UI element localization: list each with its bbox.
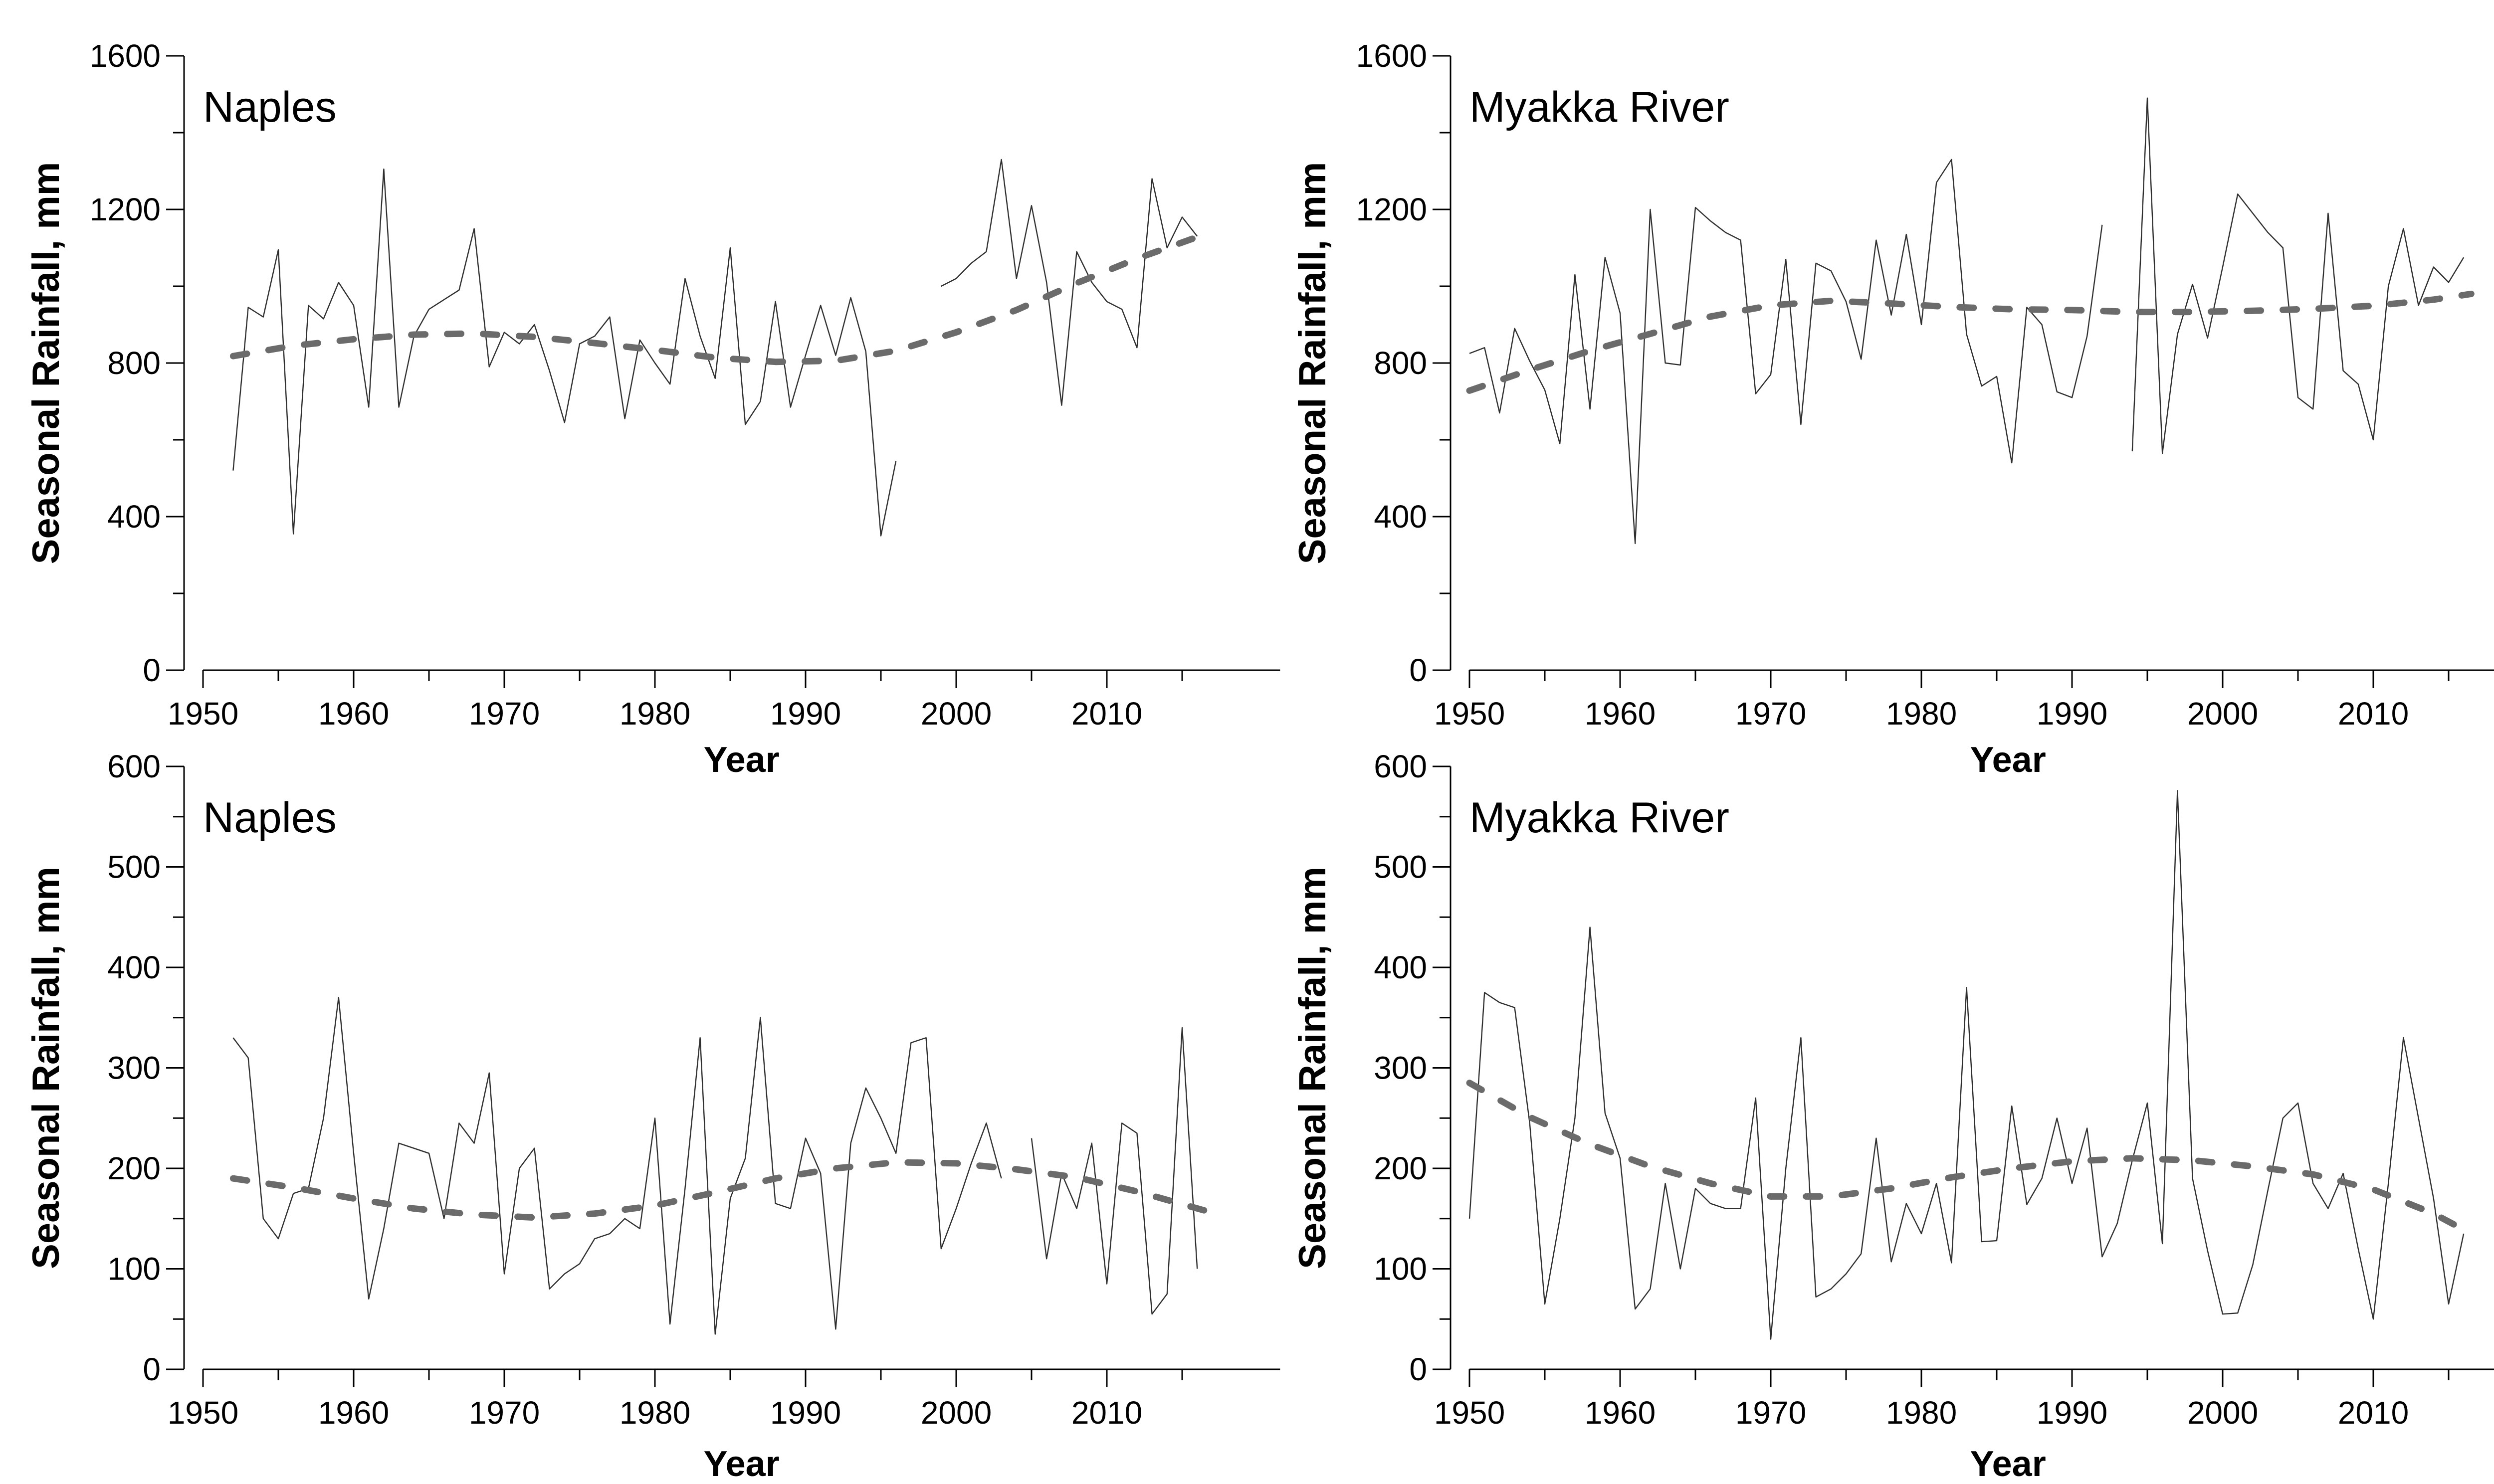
panel-title: Myakka River bbox=[1469, 794, 1729, 842]
y-tick-label: 0 bbox=[143, 652, 161, 688]
y-tick-label: 100 bbox=[1374, 1251, 1427, 1287]
y-tick-label: 500 bbox=[1374, 849, 1427, 885]
x-tick-label: 1970 bbox=[469, 696, 540, 732]
y-tick-label: 400 bbox=[107, 499, 161, 535]
panel-naples-lower: 0 100 200 300 400 500 600 1950 1960 1970 1980 1990 2… bbox=[25, 748, 1280, 1484]
y-tick-label: 200 bbox=[107, 1150, 161, 1186]
y-tick-label: 1200 bbox=[90, 191, 161, 227]
annual-line bbox=[1469, 97, 2465, 545]
x-tick-label: 1950 bbox=[168, 1395, 238, 1431]
x-tick-label: 2000 bbox=[921, 696, 992, 732]
y-tick-label: 600 bbox=[107, 748, 161, 784]
x-tick-label: 1980 bbox=[1886, 696, 1957, 732]
x-tick-label: 1960 bbox=[318, 696, 389, 732]
y-axis-label: Seasonal Rainfall, mm bbox=[25, 867, 67, 1269]
y-tick-label: 0 bbox=[143, 1351, 161, 1387]
x-tick-label: 1980 bbox=[1886, 1395, 1957, 1431]
y-axis-label: Seasonal Rainfall, mm bbox=[25, 162, 67, 564]
x-tick-label: 2010 bbox=[2338, 1395, 2409, 1431]
panel-naples-upper: 0 400 800 1200 1600 1950 1960 1970 1980 1990 2000 2… bbox=[25, 38, 1280, 780]
y-tick-label: 500 bbox=[107, 849, 161, 885]
y-tick-label: 800 bbox=[1374, 345, 1427, 381]
x-tick-label: 1980 bbox=[620, 696, 690, 732]
x-axis-label: Year bbox=[704, 740, 780, 780]
y-tick-label: 1600 bbox=[90, 38, 161, 74]
y-tick-label: 400 bbox=[1374, 949, 1427, 985]
trend-line bbox=[1466, 290, 2475, 394]
y-tick-label: 600 bbox=[1374, 748, 1427, 784]
x-tick-label: 1980 bbox=[620, 1395, 690, 1431]
y-tick-label: 1600 bbox=[1356, 38, 1427, 74]
x-tick-label: 1990 bbox=[2037, 1395, 2107, 1431]
y-tick-label: 0 bbox=[1409, 652, 1427, 688]
y-tick-label: 200 bbox=[1374, 1150, 1427, 1186]
x-tick-label: 1950 bbox=[168, 696, 238, 732]
x-tick-label: 1950 bbox=[1434, 1395, 1505, 1431]
annual-line bbox=[232, 159, 1198, 537]
trend-line bbox=[1466, 1080, 2475, 1237]
x-tick-label: 1970 bbox=[1735, 1395, 1806, 1431]
y-tick-label: 1200 bbox=[1356, 191, 1427, 227]
annual-line bbox=[1468, 790, 2465, 1340]
panel-myakka-lower: 0 100 200 300 400 500 600 1950 1960 1970 1980 1990 2… bbox=[1291, 748, 2494, 1484]
x-axis-label: Year bbox=[704, 1444, 780, 1484]
y-axis-label: Seasonal Rainfall, mm bbox=[1291, 867, 1334, 1269]
x-tick-label: 2010 bbox=[1071, 1395, 1142, 1431]
y-tick-label: 0 bbox=[1409, 1351, 1427, 1387]
annual-line bbox=[232, 997, 1198, 1335]
y-tick-label: 300 bbox=[107, 1050, 161, 1086]
x-tick-label: 1960 bbox=[1585, 1395, 1656, 1431]
panel-title: Naples bbox=[203, 794, 337, 842]
x-tick-label: 1950 bbox=[1434, 696, 1505, 732]
y-axis-label: Seasonal Rainfall, mm bbox=[1291, 162, 1334, 564]
x-tick-label: 2000 bbox=[921, 1395, 992, 1431]
y-tick-label: 400 bbox=[1374, 499, 1427, 535]
panel-myakka-upper: 0 400 800 1200 1600 1950 1960 1970 1980 1990 2000 2… bbox=[1291, 38, 2494, 780]
x-tick-label: 2000 bbox=[2187, 1395, 2258, 1431]
y-tick-label: 300 bbox=[1374, 1050, 1427, 1086]
x-tick-label: 1960 bbox=[318, 1395, 389, 1431]
x-tick-label: 1990 bbox=[770, 1395, 841, 1431]
x-axis-label: Year bbox=[1970, 740, 2046, 780]
x-tick-label: 1970 bbox=[469, 1395, 540, 1431]
x-tick-label: 2010 bbox=[2338, 696, 2409, 732]
panel-title: Naples bbox=[203, 83, 337, 131]
x-tick-label: 2000 bbox=[2187, 696, 2258, 732]
x-tick-label: 1990 bbox=[2037, 696, 2107, 732]
x-tick-label: 2010 bbox=[1071, 696, 1142, 732]
panel-title: Myakka River bbox=[1469, 83, 1729, 131]
y-tick-label: 400 bbox=[107, 949, 161, 985]
x-tick-label: 1990 bbox=[770, 696, 841, 732]
y-tick-label: 800 bbox=[107, 345, 161, 381]
x-axis-label: Year bbox=[1970, 1444, 2046, 1484]
x-tick-label: 1970 bbox=[1735, 696, 1806, 732]
y-tick-label: 100 bbox=[107, 1251, 161, 1287]
x-tick-label: 1960 bbox=[1585, 696, 1656, 732]
